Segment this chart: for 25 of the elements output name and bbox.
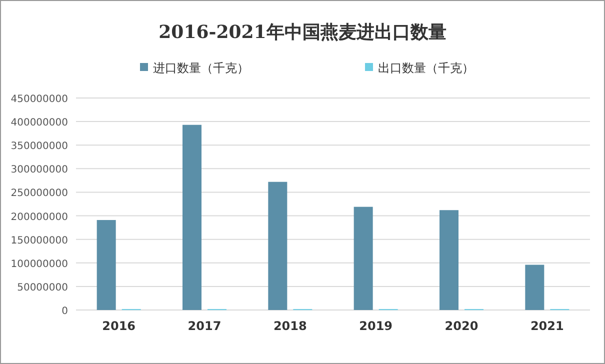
x-tick-label: 2016: [102, 319, 136, 333]
y-tick-label: 350000000: [10, 141, 68, 152]
y-tick-label: 300000000: [10, 164, 68, 176]
y-tick-label: 150000000: [10, 235, 68, 246]
y-tick-label: 400000000: [10, 118, 68, 129]
legend-label: 进口数量（千克）: [153, 61, 249, 75]
x-tick-label: 2018: [273, 319, 307, 333]
bar: [525, 264, 544, 310]
y-tick-label: 100000000: [10, 258, 68, 270]
bar: [440, 210, 458, 310]
bar: [354, 206, 373, 310]
y-tick-label: 250000000: [10, 188, 68, 200]
x-tick-label: 2019: [359, 319, 393, 333]
y-tick-label: 450000000: [10, 94, 68, 105]
bar: [268, 182, 288, 310]
y-tick-label: 50000000: [17, 282, 68, 294]
chart-title: 2016-2021年中国燕麦进出口数量: [158, 22, 446, 43]
legend-label: 出口数量（千克）: [378, 61, 474, 75]
bar: [96, 220, 116, 310]
x-tick-label: 2021: [530, 319, 564, 333]
x-tick-label: 2020: [444, 319, 478, 333]
bar: [182, 124, 202, 310]
y-tick-label: 0: [62, 306, 68, 317]
y-tick-label: 200000000: [10, 212, 68, 223]
x-tick-label: 2017: [188, 319, 222, 333]
